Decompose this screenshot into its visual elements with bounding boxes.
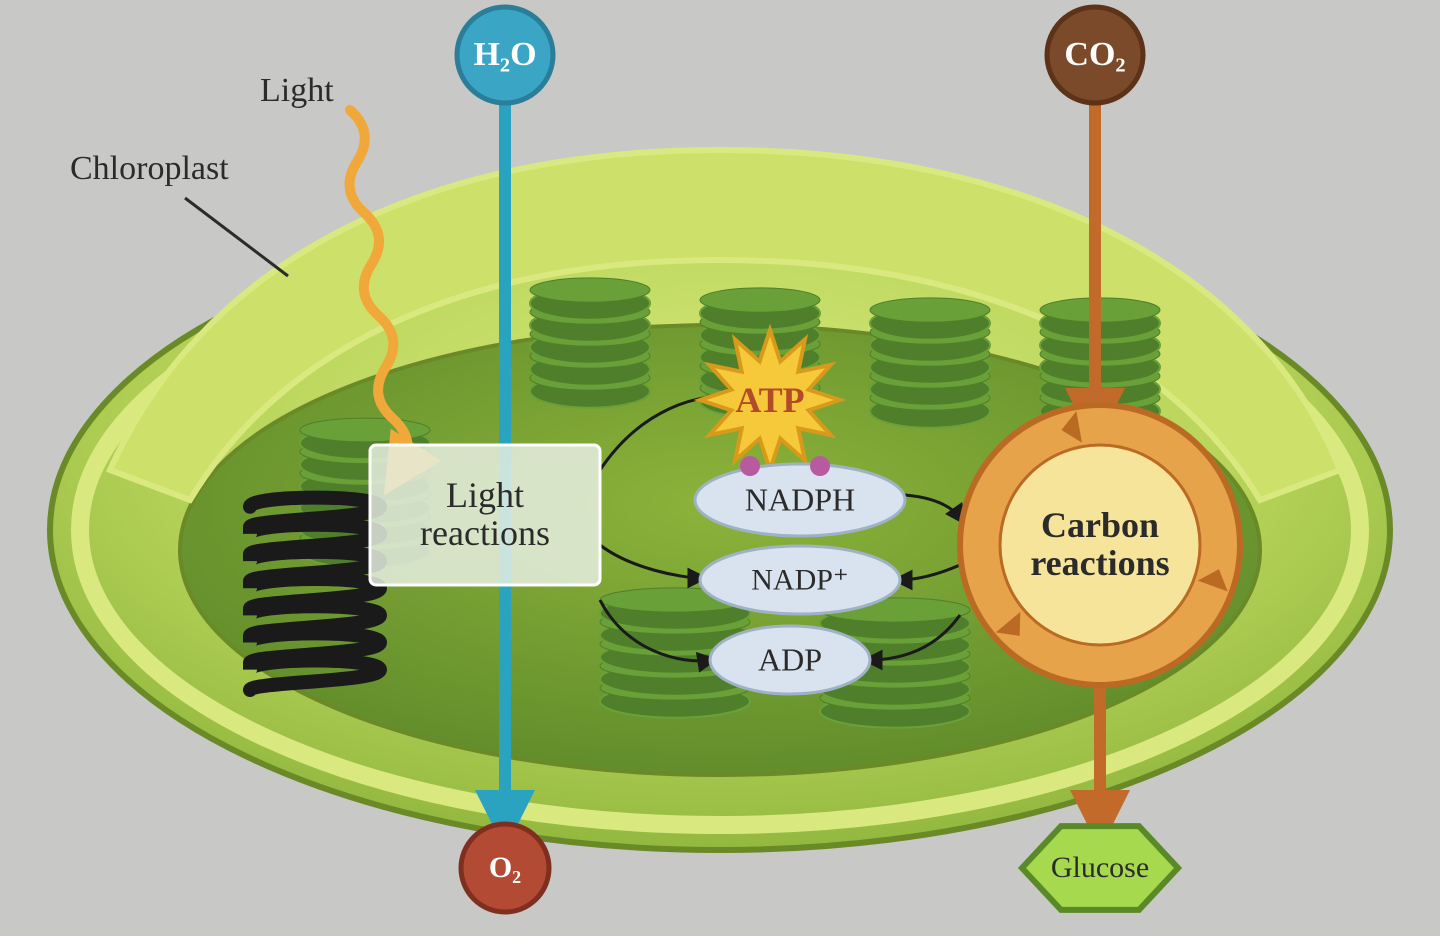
atp-label: ATP xyxy=(735,379,804,421)
chloroplast-leader xyxy=(185,198,288,276)
o2-label: O₂ xyxy=(489,851,521,885)
nadph-label: NADPH xyxy=(745,482,855,519)
diagram-stage: Chloroplast Light H₂O CO₂ O₂ Glucose Lig… xyxy=(0,0,1440,936)
h2o-label: H₂O xyxy=(473,36,536,74)
light-label: Light xyxy=(260,72,334,110)
light-reactions-label: Lightreactions xyxy=(420,477,550,553)
diagram-svg xyxy=(0,0,1440,936)
glucose-label: Glucose xyxy=(1051,851,1149,885)
nadp-label: NADP⁺ xyxy=(751,563,849,598)
chloroplast-label: Chloroplast xyxy=(70,150,229,188)
adp-label: ADP xyxy=(758,642,822,679)
carbon-reactions-label: Carbonreactions xyxy=(1030,507,1169,583)
co2-label: CO₂ xyxy=(1064,36,1125,74)
